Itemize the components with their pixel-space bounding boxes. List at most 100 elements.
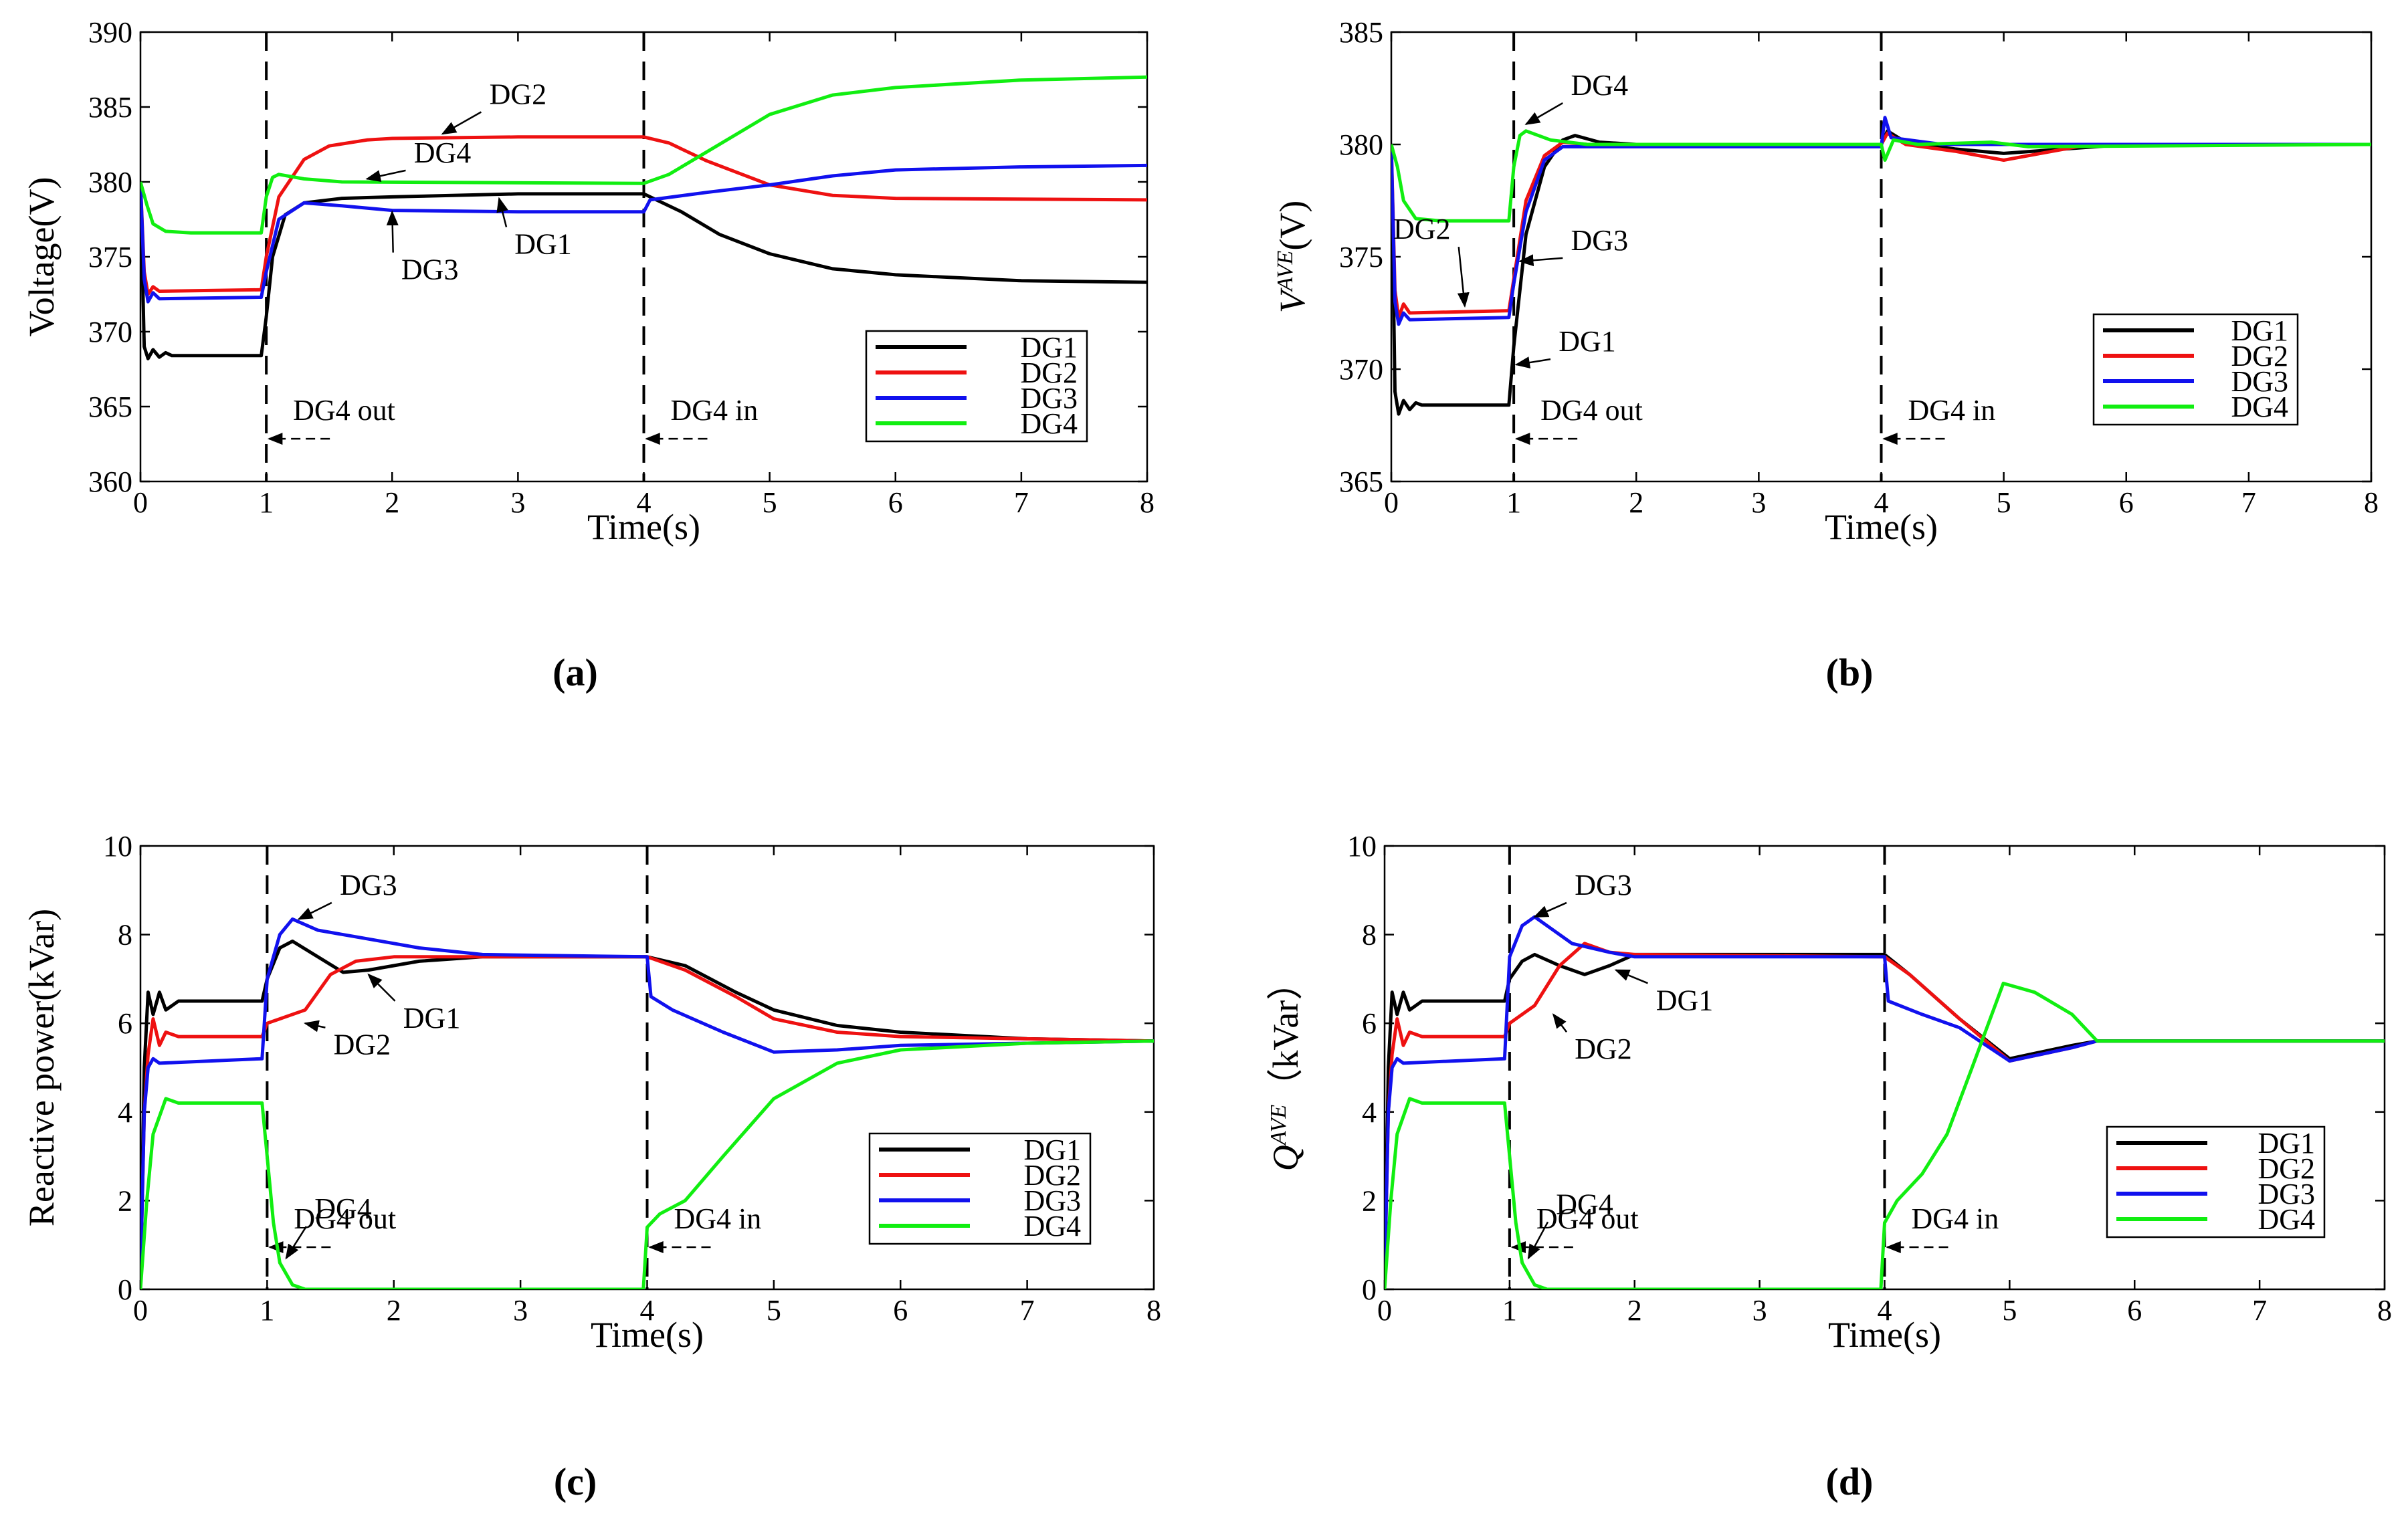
y-axis-label-sup: AVE — [1273, 250, 1298, 292]
y-tick-label: 365 — [1339, 465, 1383, 498]
series-group — [140, 75, 1147, 360]
series-line-dg3 — [1391, 116, 2371, 326]
chart-a: 0 1 2 3 4 5 6 7 8 360 365 370 375 380 385 390 Time(s) Vol… — [21, 16, 1155, 694]
x-axis-label: Time(s) — [587, 507, 700, 547]
annotation-dg4: DG4 — [414, 136, 472, 169]
x-tick-label: 7 — [2252, 1294, 2267, 1327]
annotation-dg1: DG1 — [403, 1002, 461, 1035]
x-axis-label: Time(s) — [1825, 507, 1938, 547]
event-label: DG4 in — [671, 394, 759, 427]
x-tick-label: 6 — [2127, 1294, 2142, 1327]
annotation-dg2: DG2 — [1393, 213, 1451, 245]
y-tick-label: 385 — [88, 91, 132, 124]
annotation-arrow — [303, 1020, 326, 1033]
x-tick-label: 3 — [1752, 1294, 1767, 1327]
y-tick-label: 2 — [1362, 1184, 1377, 1217]
annotation-arrow — [1527, 1221, 1549, 1260]
x-tick-label: 0 — [133, 486, 148, 519]
legend-label-dg3: DG3 — [1020, 382, 1078, 415]
x-tick-label: 4 — [640, 1294, 655, 1327]
series-line-dg4 — [140, 1039, 1154, 1289]
event-label: DG4 out — [1536, 1202, 1639, 1235]
annotation-dg1: DG1 — [514, 228, 572, 261]
x-tick-label: 3 — [1751, 486, 1766, 519]
y-tick-label: 4 — [1362, 1096, 1377, 1129]
y-tick-label: 360 — [88, 465, 132, 498]
x-tick-label: 3 — [510, 486, 525, 519]
y-axis-label-main: Q — [1266, 1145, 1306, 1171]
y-axis-label: Reactive power(kVar) — [21, 909, 62, 1226]
x-tick-label: 3 — [513, 1294, 528, 1327]
annotation-dg1: DG1 — [1656, 984, 1714, 1016]
annotation-arrow — [297, 901, 332, 920]
y-axis-label-main: V — [1272, 287, 1312, 313]
series-line-dg1 — [140, 940, 1154, 1281]
y-tick-label: 385 — [1339, 16, 1383, 49]
legend-label-dg2: DG2 — [2231, 340, 2288, 372]
legend-label-dg3: DG3 — [2231, 365, 2288, 398]
event-label: DG4 out — [294, 1202, 396, 1235]
y-tick-label: 380 — [1339, 128, 1383, 161]
x-tick-label: 4 — [637, 486, 651, 519]
y-tick-label: 6 — [1362, 1007, 1377, 1040]
y-tick-label: 6 — [118, 1007, 132, 1040]
subfigure-label: (c) — [554, 1460, 597, 1503]
x-tick-label: 4 — [1874, 486, 1889, 519]
annotation-arrow — [1457, 246, 1470, 308]
annotation-arrow — [1614, 969, 1648, 984]
y-axis-label: Voltage(V) — [21, 177, 62, 337]
x-tick-label: 7 — [1014, 486, 1029, 519]
chart-b: 0 1 2 3 4 5 6 7 8 365 370 375 380 385 Time(s) VAVE(V) DG… — [1272, 16, 2379, 694]
event-label: DG4 out — [1540, 394, 1643, 427]
y-tick-label: 10 — [1347, 830, 1377, 863]
series-group — [1385, 915, 2385, 1289]
legend-label-dg1: DG1 — [1020, 331, 1078, 364]
x-tick-label: 0 — [133, 1294, 148, 1327]
event-label: DG4 in — [1912, 1202, 1999, 1235]
annotation-arrow — [365, 169, 406, 182]
series-line-dg4 — [1385, 982, 2385, 1289]
x-tick-label: 5 — [2002, 1294, 2017, 1327]
x-tick-label: 1 — [1502, 1294, 1517, 1327]
annotation-arrow — [1552, 1013, 1568, 1033]
y-tick-label: 8 — [118, 919, 132, 952]
annotation-dg2: DG2 — [490, 78, 547, 111]
annotation-dg1: DG1 — [1559, 325, 1616, 358]
annotation-dg2: DG2 — [1575, 1033, 1632, 1065]
x-tick-label: 0 — [1384, 486, 1399, 519]
annotation-dg3: DG3 — [340, 869, 397, 901]
x-tick-label: 4 — [1878, 1294, 1892, 1327]
annotation-dg3: DG3 — [1575, 869, 1632, 901]
legend-box — [2106, 1125, 2326, 1238]
series-line-dg4 — [140, 75, 1147, 235]
chart-c: 0 1 2 3 4 5 6 7 8 0 2 4 6 8 10 Time(s) Reactive power(kV… — [21, 830, 1161, 1503]
event-label: DG4 in — [1908, 394, 1996, 427]
series-line-dg3 — [1385, 915, 2385, 1281]
y-axis-label: QAVE（kVar） — [1266, 964, 1306, 1172]
x-tick-label: 6 — [893, 1294, 908, 1327]
legend-label-dg2: DG2 — [2258, 1152, 2315, 1185]
series-line-dg2 — [1385, 942, 2385, 1281]
y-tick-label: 365 — [88, 391, 132, 423]
y-tick-label: 390 — [88, 16, 132, 49]
series-line-dg4 — [1391, 129, 2371, 223]
x-tick-label: 2 — [385, 486, 399, 519]
x-tick-label: 5 — [763, 486, 777, 519]
legend-label-dg4: DG4 — [2258, 1203, 2315, 1236]
subfigure-label: (a) — [553, 651, 598, 694]
y-axis-label-suffix: (V) — [1272, 201, 1312, 251]
subfigure-label: (d) — [1826, 1460, 1874, 1503]
series-line-dg2 — [140, 135, 1147, 296]
series-line-dg3 — [140, 917, 1154, 1281]
x-tick-label: 8 — [2364, 486, 2379, 519]
legend-label-dg4: DG4 — [1023, 1210, 1081, 1242]
annotation-arrow — [1518, 254, 1563, 267]
legend-label-dg2: DG2 — [1020, 356, 1078, 389]
y-tick-label: 375 — [88, 241, 132, 274]
series-line-dg3 — [140, 163, 1147, 304]
annotation-arrow — [441, 111, 482, 135]
y-axis-label-main: Reactive power(kVar) — [21, 909, 62, 1226]
